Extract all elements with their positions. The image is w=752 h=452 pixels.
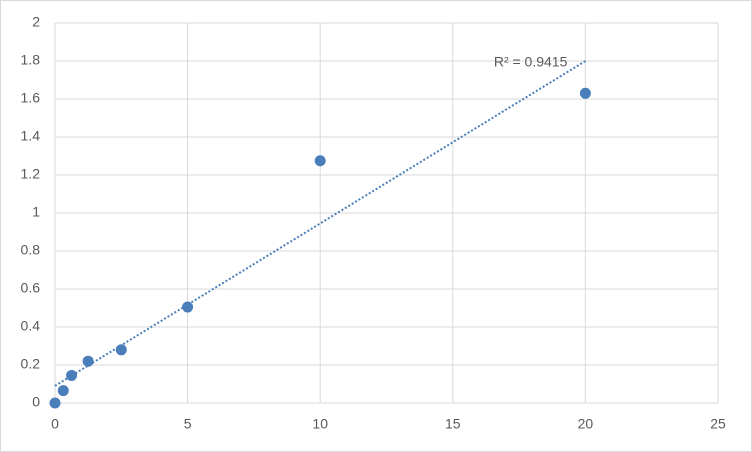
y-tick-label: 1.2 xyxy=(21,166,41,182)
data-point xyxy=(115,344,127,356)
x-tick-label: 10 xyxy=(312,416,328,432)
data-point xyxy=(82,355,94,367)
x-tick-label: 25 xyxy=(710,416,726,432)
y-tick-label: 0.8 xyxy=(21,242,41,258)
x-tick-label: 0 xyxy=(51,416,59,432)
data-point xyxy=(66,369,78,381)
y-tick-label: 1.4 xyxy=(21,128,41,144)
trendline-label: R² = 0.9415 xyxy=(494,54,568,70)
y-tick-label: 0.4 xyxy=(21,318,41,334)
data-point xyxy=(182,301,194,313)
y-tick-label: 0.6 xyxy=(21,280,41,296)
x-tick-label: 5 xyxy=(184,416,192,432)
x-tick-label: 15 xyxy=(445,416,461,432)
y-tick-label: 0.2 xyxy=(21,356,41,372)
data-point xyxy=(314,155,326,167)
y-tick-label: 1.8 xyxy=(21,52,41,68)
x-tick-label: 20 xyxy=(578,416,594,432)
data-point xyxy=(49,397,61,409)
data-point xyxy=(57,385,69,397)
y-tick-label: 1 xyxy=(32,204,40,220)
data-point xyxy=(579,87,591,99)
y-tick-label: 0 xyxy=(32,394,40,410)
y-tick-label: 1.6 xyxy=(21,90,41,106)
y-tick-label: 2 xyxy=(32,14,40,30)
